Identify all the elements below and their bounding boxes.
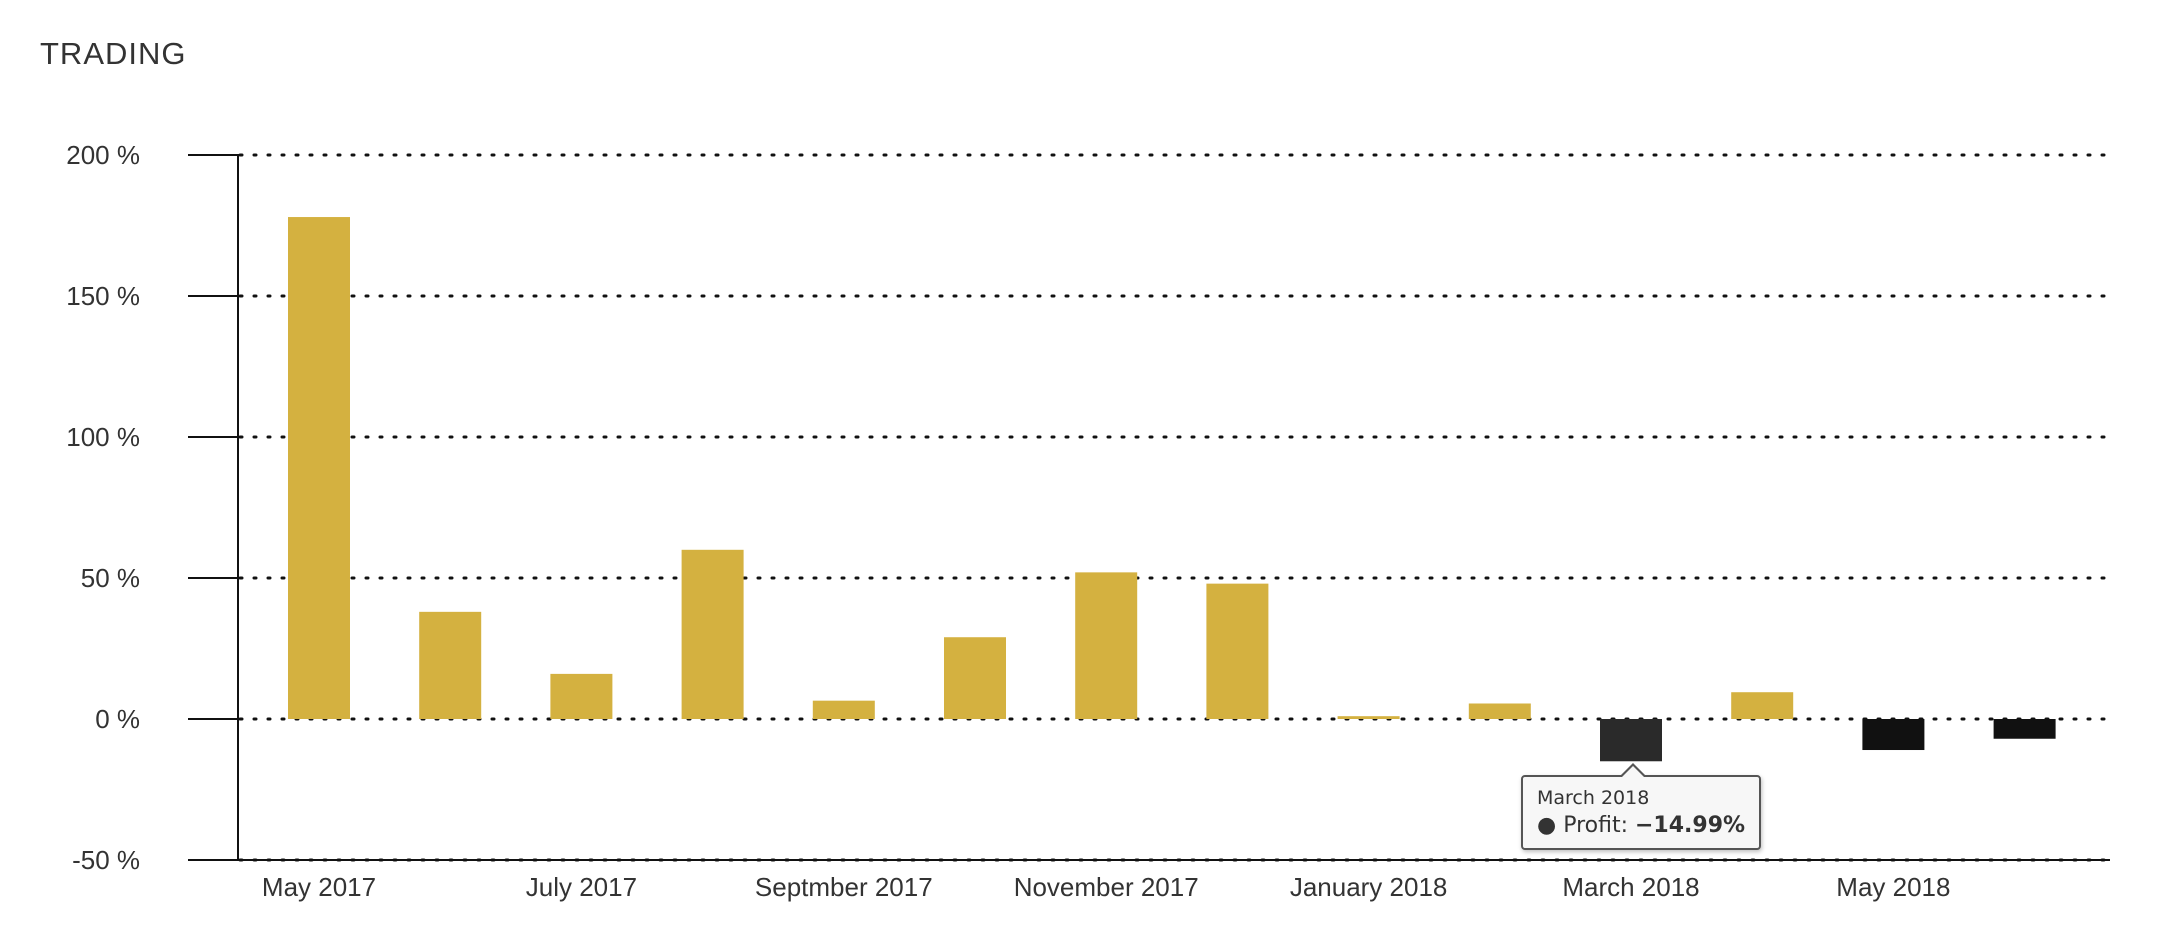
- tooltip: March 2018 ● Profit: −14.99%: [1521, 763, 1762, 851]
- y-tick-label: 100 %: [66, 422, 140, 452]
- y-tick-label: -50 %: [72, 845, 140, 875]
- x-tick-label: January 2018: [1290, 872, 1448, 902]
- bar-may-2018: [1862, 719, 1925, 751]
- bar-january-2018: [1337, 716, 1400, 719]
- bar-october-2017: [944, 637, 1006, 719]
- bar-april-2018: [1731, 692, 1794, 719]
- bar-february-2018: [1468, 703, 1531, 719]
- bar-septmber-2017: [812, 700, 875, 719]
- y-tick-label: 150 %: [66, 281, 140, 311]
- bar-march-2018: [1600, 719, 1662, 762]
- bar-june-2017: [419, 611, 482, 719]
- y-tick-label: 0 %: [95, 704, 140, 734]
- x-tick-label: July 2017: [526, 872, 637, 902]
- x-tick-label: March 2018: [1562, 872, 1699, 902]
- x-tick-label: May 2018: [1836, 872, 1950, 902]
- y-tick-label: 200 %: [66, 140, 140, 170]
- tooltip-category: March 2018: [1537, 787, 1650, 810]
- tooltip-row: ● Profit: −14.99%: [1537, 813, 1746, 839]
- chart-title: TRADING: [40, 36, 187, 71]
- x-tick-label: Septmber 2017: [755, 872, 933, 902]
- tooltip-bullet-icon: ●: [1537, 813, 1557, 839]
- x-tick-label: May 2017: [262, 872, 376, 902]
- tooltip-value: −14.99%: [1635, 813, 1746, 839]
- x-tick-label: November 2017: [1014, 872, 1199, 902]
- tooltip-series-name: Profit: [1563, 813, 1621, 839]
- bar-august-2017: [681, 549, 744, 719]
- bar-july-2017: [550, 673, 613, 719]
- bar-may-2017: [288, 217, 350, 720]
- bar-november-2017: [1075, 572, 1138, 719]
- y-tick-label: 50 %: [81, 563, 140, 593]
- bar-december-2017: [1206, 583, 1269, 719]
- bar-june-2018: [1993, 719, 2056, 739]
